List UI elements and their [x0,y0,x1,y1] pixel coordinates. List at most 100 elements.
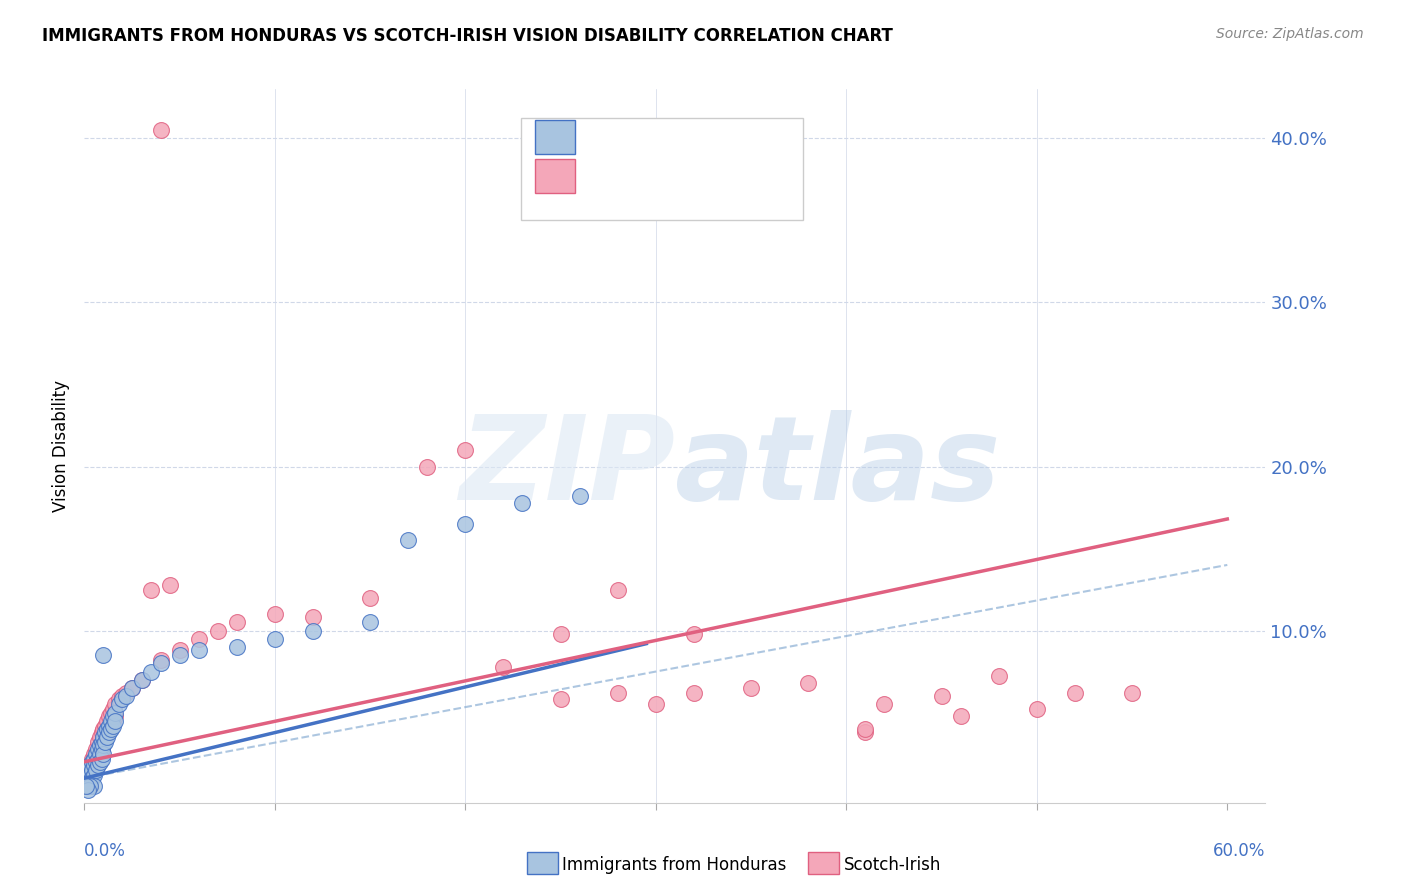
Point [84,763,107,777]
Text: atlas: atlas [675,410,1001,524]
Point [207,624,229,638]
Point [187,632,209,646]
Point [873,698,896,712]
Point [139,582,162,597]
Point [79,774,101,789]
Point [93,747,115,761]
Point [77,771,100,785]
Point [96,730,118,744]
Text: Immigrants from Honduras: Immigrants from Honduras [562,856,787,874]
Point [86,735,108,749]
Point [100,722,122,736]
Point [84,747,107,761]
Point [89,739,111,753]
Point [853,722,876,736]
Point [187,643,209,657]
Text: ZIP: ZIP [458,410,675,524]
Point [149,657,172,671]
Point [101,719,124,733]
Point [853,725,876,739]
Point [86,747,108,761]
Point [263,607,285,622]
Point [86,758,108,772]
Point [89,741,111,756]
Text: 0.359: 0.359 [624,169,681,187]
Point [86,751,108,765]
Point [131,673,153,687]
Point [77,763,100,777]
Point [302,610,325,624]
Point [263,632,285,646]
Point [75,771,97,785]
Point [568,489,591,503]
Point [683,627,706,641]
Point [107,698,129,712]
Point [104,698,127,712]
Point [115,689,138,703]
Point [83,758,105,772]
Point [101,702,124,716]
Point [96,714,118,728]
Point [416,459,439,474]
Point [302,624,325,638]
Point [77,771,100,785]
Point [797,676,820,690]
Point [100,706,122,720]
Point [93,722,115,736]
Point [79,768,101,782]
Point [84,751,107,765]
Point [454,516,477,531]
Point [79,758,101,772]
Point [96,725,118,739]
Point [454,443,477,458]
Text: IMMIGRANTS FROM HONDURAS VS SCOTCH-IRISH VISION DISABILITY CORRELATION CHART: IMMIGRANTS FROM HONDURAS VS SCOTCH-IRISH… [42,27,893,45]
Point [90,751,112,765]
Point [77,763,100,777]
Point [139,665,162,679]
Point [90,739,112,753]
Point [550,692,572,706]
Point [606,686,628,700]
Point [80,763,103,777]
Point [93,735,115,749]
Point [159,577,181,591]
Point [949,709,972,723]
Point [80,771,103,785]
Point [121,681,143,695]
Point [77,782,100,797]
Point [89,730,111,744]
Point [606,582,628,597]
Point [93,648,115,662]
Text: 60.0%: 60.0% [1213,842,1265,860]
Point [101,714,124,728]
Point [89,747,111,761]
Point [98,719,121,733]
Point [740,681,762,695]
Point [512,495,534,509]
Point [225,615,247,630]
Text: 0.517: 0.517 [624,131,681,149]
Point [131,673,153,687]
Point [98,722,121,736]
Point [93,739,115,753]
Point [90,741,112,756]
Point [359,591,381,605]
Point [79,758,101,772]
Point [492,659,515,673]
Point [75,780,97,794]
Point [83,751,105,765]
Point [94,735,117,749]
Point [90,725,112,739]
Point [90,735,112,749]
Point [98,709,121,723]
Point [75,768,97,782]
Text: R =: R = [585,131,624,149]
Point [169,648,191,662]
Point [359,615,381,630]
Point [79,768,101,782]
Point [80,755,103,769]
Point [84,755,107,769]
Text: 72: 72 [742,169,768,187]
Text: N =: N = [695,131,745,149]
Point [1025,702,1047,716]
